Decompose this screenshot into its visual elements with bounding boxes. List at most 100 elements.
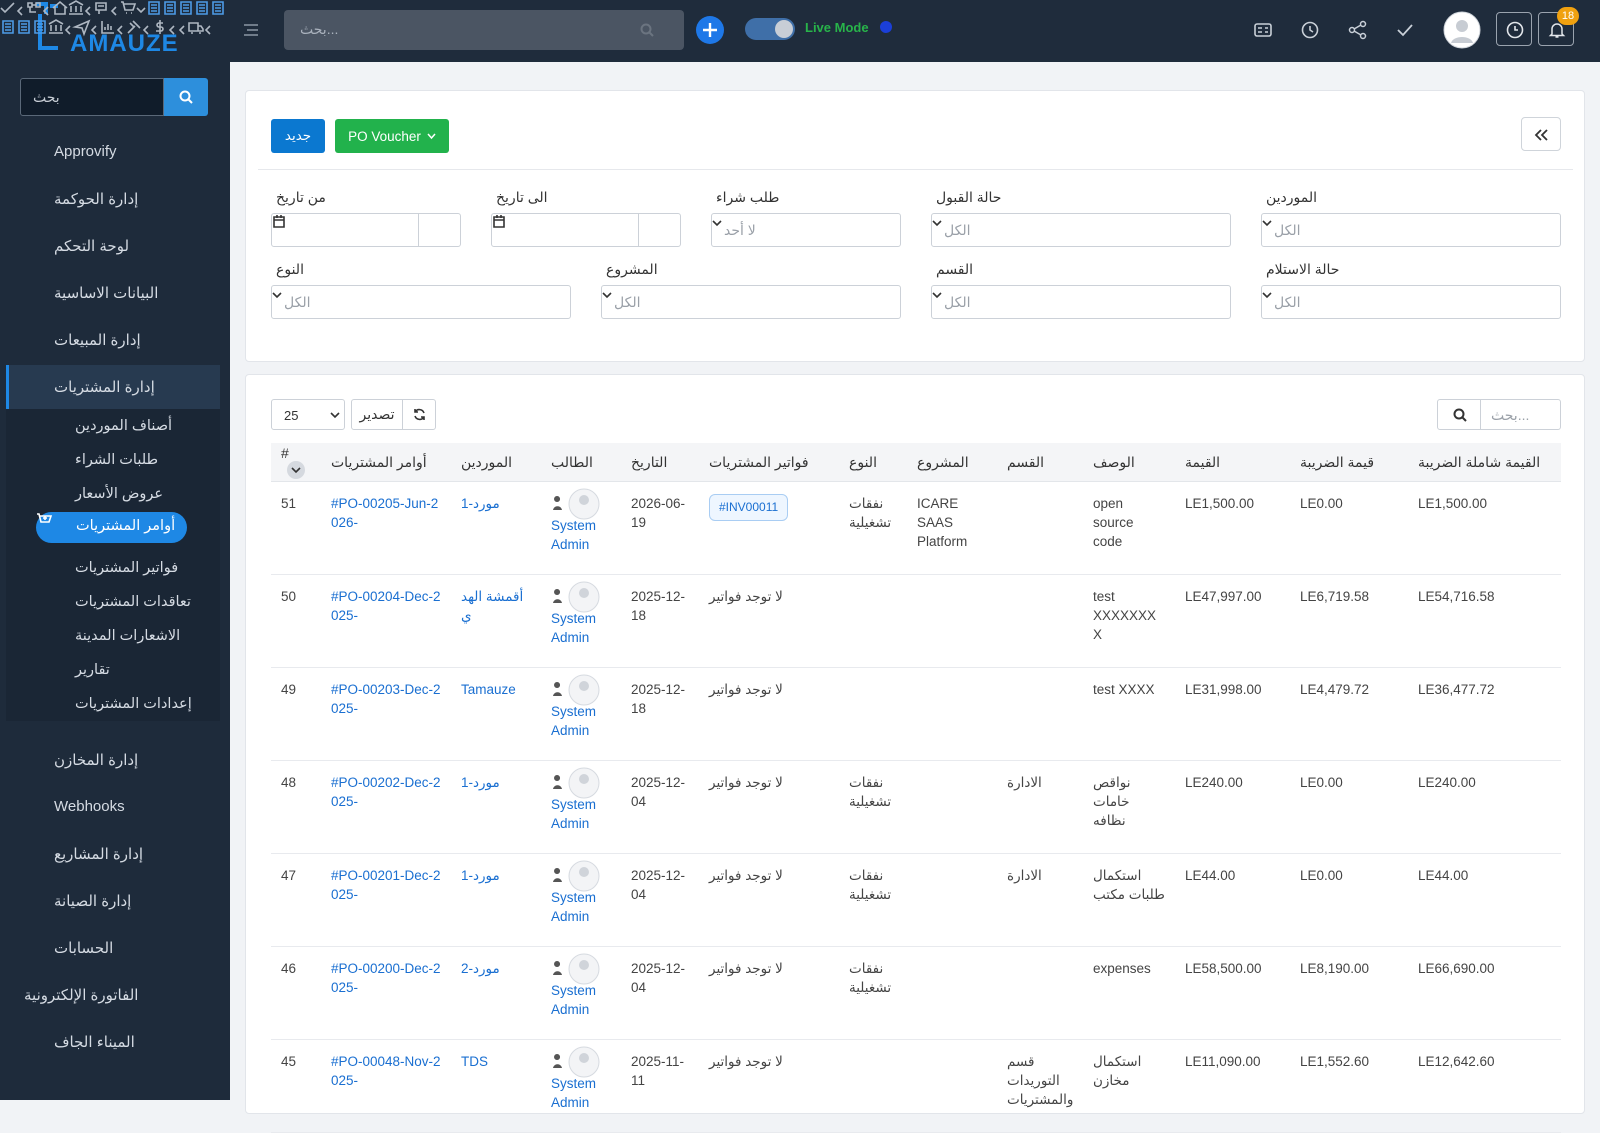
submenu-label[interactable]: فواتير المشتريات [75,560,179,576]
table-cell: لا توجد فواتير [699,853,839,947]
table-cell: LE240.00 [1175,760,1290,854]
clock-button[interactable] [1496,12,1532,46]
menu-label[interactable]: الميناء الجاف [54,1034,135,1051]
menu-label[interactable]: إدارة المبيعات [54,332,141,349]
column-header[interactable]: أوامر المشتريات [321,443,451,482]
column-header[interactable]: # [271,443,321,482]
filter-input[interactable]: الكل [931,285,1231,319]
submenu-label[interactable]: تقارير [75,662,110,678]
table-search-button[interactable] [1437,399,1481,430]
sidebar-search[interactable]: بحث [20,78,164,116]
menu-label[interactable]: الحسابات [54,940,114,957]
table-search[interactable]: بحث... [1480,399,1561,430]
collapse-button[interactable] [1521,117,1561,151]
supplier-link[interactable]: مورد-1 [461,496,500,511]
filter-input[interactable]: الكل [601,285,901,319]
submenu-label[interactable]: أوامر المشتريات [76,518,176,534]
filter-caret-path [932,220,942,227]
menu-label[interactable]: Approvify [54,143,117,160]
requester-name[interactable]: System Admin [551,797,597,831]
requester-name[interactable]: System Admin [551,1076,597,1110]
user-avatar[interactable] [1443,11,1481,49]
filter-input[interactable] [271,213,461,247]
filter-input[interactable]: لا أحد [711,213,901,247]
submenu-label[interactable]: أصناف الموردين [75,418,173,434]
menu-label[interactable]: البيانات الاساسية [54,285,159,302]
history-icon[interactable] [1300,20,1320,40]
order-link[interactable]: #PO-00204-Dec-2025- [331,589,441,623]
table-cell: لا توجد فواتير [699,1039,839,1133]
id-card-icon[interactable] [1254,22,1272,38]
cell-text: 47 [281,868,297,883]
top-search[interactable]: بحث... [284,10,684,50]
new-button[interactable]: جديد [271,119,325,153]
column-header-text: المشروع [917,453,969,470]
column-header[interactable]: قيمة الضريبة [1290,443,1408,482]
supplier-link[interactable]: مورد-1 [461,775,500,790]
cell-text: LE0.00 [1300,496,1343,511]
submenu-label[interactable]: الاشعارات المدينة [75,628,181,644]
requester-user-icon [553,589,562,603]
filter-input[interactable]: الكل [1261,213,1561,247]
submenu-label[interactable]: إعدادات المشتريات [75,696,192,712]
menu-label[interactable]: إدارة المخازن [54,752,139,769]
column-header[interactable]: القيمة [1175,443,1290,482]
cell-text: لا توجد فواتير [709,1054,783,1069]
menu-label[interactable]: إدارة المشاريع [54,846,144,863]
filter-input[interactable]: الكل [271,285,571,319]
order-link[interactable]: #PO-00201-Dec-2025- [331,868,441,902]
order-link[interactable]: #PO-00200-Dec-2025- [331,961,441,995]
column-header[interactable]: الوصف [1083,443,1175,482]
menu-label[interactable]: إدارة الصيانة [54,893,132,910]
live-toggle[interactable] [745,18,795,40]
menu-label[interactable]: إدارة المشتريات [54,379,155,396]
supplier-link[interactable]: أقمشة الهدي [461,589,524,623]
menu-label[interactable]: Webhooks [54,798,125,815]
menu-toggle[interactable] [244,24,258,36]
table-cell: مورد-1 [451,481,541,575]
sidebar-search-button[interactable] [164,78,208,116]
invoice-badge[interactable]: #INV00011 [709,494,789,521]
column-header[interactable]: المشروع [907,443,997,482]
add-button[interactable] [696,16,724,44]
order-link[interactable]: #PO-00203-Dec-2025- [331,682,441,716]
info-icon[interactable] [880,21,892,33]
filter-input[interactable] [491,213,681,247]
page-size-select[interactable]: 25 [271,399,345,430]
column-header[interactable]: الطالب [541,443,621,482]
menu-label[interactable]: الفاتورة الإلكترونية [24,987,139,1004]
order-link[interactable]: #PO-00205-Jun-2026- [331,496,439,530]
filter-input[interactable]: الكل [1261,285,1561,319]
order-link[interactable]: #PO-00048-Nov-2025- [331,1054,441,1088]
check-icon[interactable] [1396,22,1414,38]
order-link[interactable]: #PO-00202-Dec-2025- [331,775,441,809]
column-header[interactable]: فواتير المشتريات [699,443,839,482]
share-icon[interactable] [1348,20,1368,40]
supplier-link[interactable]: مورد-1 [461,868,500,883]
export-button[interactable]: تصدير [351,399,403,430]
filter-input[interactable]: الكل [931,213,1231,247]
refresh-button[interactable] [402,399,436,430]
column-header[interactable]: القيمة شاملة الضريبة [1408,443,1561,482]
column-header[interactable]: الموردين [451,443,541,482]
notifications-button[interactable] [1538,12,1574,46]
supplier-link[interactable]: TDS [461,1054,488,1069]
requester-name[interactable]: System Admin [551,611,597,645]
requester-name[interactable]: System Admin [551,983,597,1017]
voucher-button[interactable]: PO Voucher [335,119,449,153]
supplier-link[interactable]: مورد-2 [461,961,500,976]
menu-label[interactable]: لوحة التحكم [54,238,130,255]
submenu-label[interactable]: طلبات الشراء [75,452,159,468]
column-header[interactable]: القسم [997,443,1083,482]
column-header[interactable]: النوع [839,443,907,482]
refresh-icon [414,408,425,421]
requester-name[interactable]: System Admin [551,704,597,738]
menu-label[interactable]: إدارة الحوكمة [54,191,139,208]
submenu-label[interactable]: عروض الأسعار [75,486,164,502]
column-header[interactable]: التاريخ [621,443,699,482]
requester-name[interactable]: System Admin [551,518,597,552]
submenu-label[interactable]: تعاقدات المشتريات [75,594,191,610]
supplier-link[interactable]: Tamauze [461,682,516,697]
table-cell: الادارة [997,853,1083,947]
requester-name[interactable]: System Admin [551,890,597,924]
